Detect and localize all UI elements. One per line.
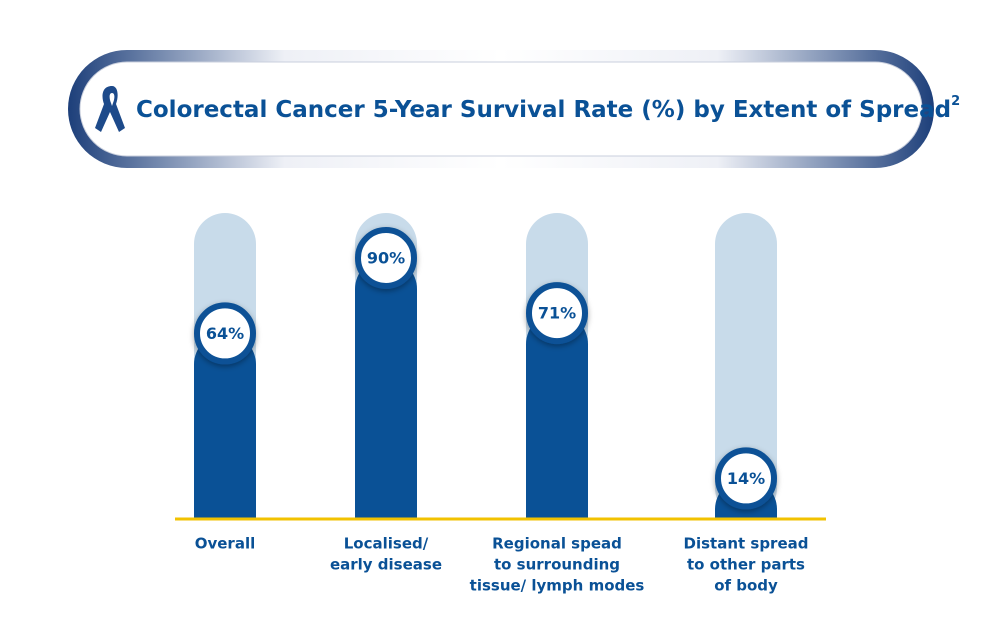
- value-label: 64%: [206, 324, 244, 343]
- category-label: Distant spread: [684, 535, 809, 553]
- title-box: [79, 61, 923, 157]
- bar-track: [715, 213, 777, 519]
- category-label: of body: [714, 577, 778, 595]
- category-label: Localised/: [344, 535, 429, 553]
- value-badge: [715, 447, 777, 510]
- category-label: to surrounding: [494, 556, 620, 574]
- category-label: early disease: [330, 556, 442, 574]
- title-footnote: 2: [951, 94, 960, 109]
- category-label: Overall: [195, 535, 256, 553]
- title-text: Colorectal Cancer 5-Year Survival Rate (…: [136, 97, 951, 123]
- value-badge: [526, 282, 588, 345]
- category-label: to other parts: [687, 556, 805, 574]
- value-badge: [355, 227, 417, 289]
- ribbon-icon: [95, 86, 125, 132]
- bar: [526, 313, 588, 519]
- chart-title: Colorectal Cancer 5-Year Survival Rate (…: [136, 94, 960, 123]
- category-label: Regional spead: [492, 535, 622, 553]
- category-label: tissue/ lymph modes: [470, 577, 645, 595]
- value-label: 14%: [727, 469, 765, 488]
- bar: [194, 333, 256, 519]
- bar: [355, 258, 417, 519]
- value-label: 71%: [538, 304, 576, 323]
- value-badge: [194, 302, 256, 365]
- value-label: 90%: [367, 249, 405, 268]
